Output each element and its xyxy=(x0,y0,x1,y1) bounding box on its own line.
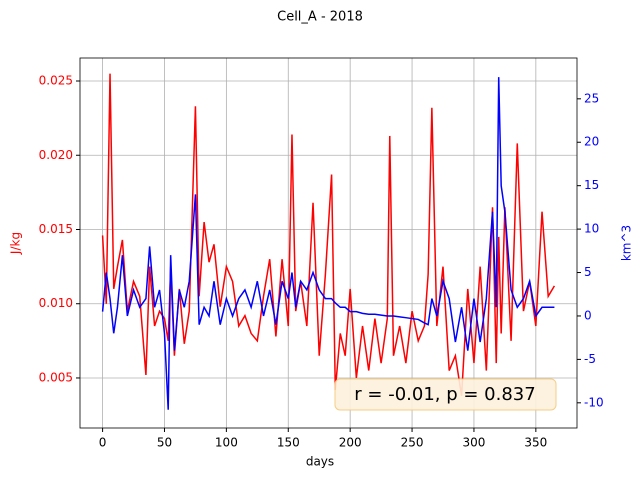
plot-frame xyxy=(79,57,578,429)
y-tick-label: 0.010 xyxy=(39,296,73,310)
y2-axis-label: km^3 xyxy=(620,225,634,261)
y-tick-label: 0.025 xyxy=(39,74,73,88)
x-tick-label: 250 xyxy=(401,436,424,450)
x-tick-label: 150 xyxy=(277,436,300,450)
x-tick-label: 300 xyxy=(462,436,485,450)
y-tick-label: 0.015 xyxy=(39,222,73,236)
y-tick-label: 0.005 xyxy=(39,370,73,384)
x-tick-label: 50 xyxy=(157,436,172,450)
chart-title: Cell_A - 2018 xyxy=(277,10,363,25)
y-axis-label: J/kg xyxy=(9,232,23,255)
y2-tick-label: -10 xyxy=(584,395,604,409)
y2-tick-label: 0 xyxy=(584,308,592,322)
x-tick-label: 100 xyxy=(215,436,238,450)
y2-tick-label: 5 xyxy=(584,265,592,279)
annotation: r = -0.01, p = 0.837 xyxy=(354,384,535,405)
data-line xyxy=(101,73,556,396)
x-tick-label: 350 xyxy=(524,436,547,450)
x-axis-label: days xyxy=(306,455,334,469)
x-tick-label: 200 xyxy=(339,436,362,450)
y2-tick-label: 20 xyxy=(584,135,599,149)
y2-tick-label: 25 xyxy=(584,91,599,105)
y2-tick-label: 15 xyxy=(584,178,599,192)
y-tick-label: 0.020 xyxy=(39,148,73,162)
y2-tick-label: -5 xyxy=(584,352,596,366)
y2-tick-label: 10 xyxy=(584,222,599,236)
data-line xyxy=(101,77,555,410)
x-tick-label: 0 xyxy=(99,436,107,450)
annotation-box xyxy=(334,378,557,411)
